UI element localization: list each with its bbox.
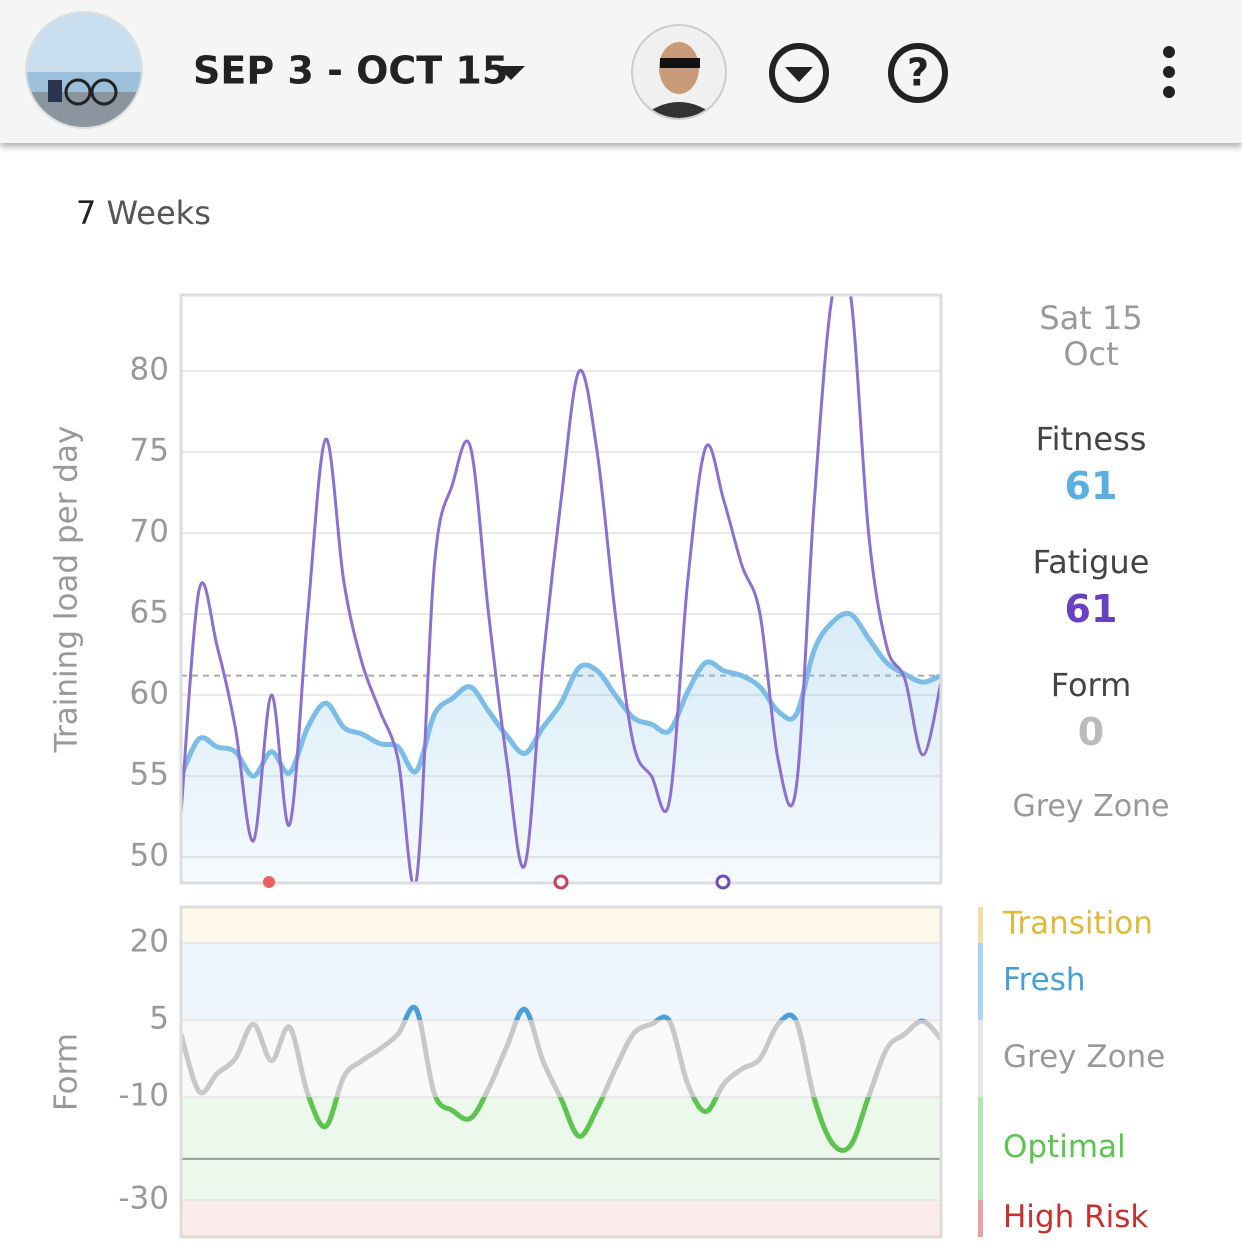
form-zone: Grey Zone (1012, 789, 1170, 824)
y-tick-label: -10 (118, 1078, 169, 1114)
zone-legend: Transition (1002, 905, 1153, 941)
y-tick-label: 80 (130, 352, 169, 388)
zone-legend-bar (978, 1199, 983, 1237)
menu-icon[interactable] (1163, 46, 1175, 98)
zone-band (181, 1097, 941, 1200)
help-icon[interactable]: ? (888, 43, 948, 103)
y-tick-label: 75 (130, 433, 169, 469)
plot (181, 295, 941, 883)
header: SEP 3 - OCT 15 ? (0, 0, 1242, 143)
header-graphics: SEP 3 - OCT 15 ? (25, 11, 1175, 132)
series-line-zone (181, 1007, 941, 1150)
series-line (181, 295, 941, 883)
zone-band (181, 1199, 941, 1237)
zone-legend: High Risk (1003, 1199, 1148, 1235)
profile-avatar[interactable] (26, 12, 142, 132)
event-marker (263, 876, 275, 888)
weeks-count: 7 (76, 194, 97, 232)
zone-band (181, 907, 941, 943)
weeks-label: Weeks (106, 194, 211, 232)
fitness-label: Fitness (1035, 420, 1147, 458)
series-line (181, 610, 941, 779)
y-tick-label: 50 (130, 838, 169, 874)
area (181, 613, 941, 883)
fitness-value: 61 (1064, 464, 1118, 508)
zone-legend-bar (978, 1020, 983, 1098)
y-tick-label: 5 (149, 1001, 169, 1037)
zone-legend: Fresh (1003, 962, 1086, 998)
svg-text:?: ? (907, 51, 929, 95)
zone-band (181, 1020, 941, 1098)
zone-legend: Optimal (1003, 1129, 1126, 1165)
form-value: 0 (1077, 710, 1105, 754)
y-tick-label: 70 (130, 514, 169, 550)
y-tick-label: 65 (130, 595, 169, 631)
fatigue-label: Fatigue (1032, 543, 1150, 581)
plot (181, 1004, 941, 1153)
y-tick-label: 20 (130, 923, 169, 959)
series-line-zone (306, 1097, 872, 1153)
filter-icon[interactable] (769, 43, 829, 103)
zone-legend-bar (978, 907, 983, 943)
plot-frame (179, 293, 943, 885)
plot-frame (179, 905, 943, 1239)
form-label: Form (1050, 666, 1132, 704)
series-line-zone (181, 1007, 941, 1150)
side-date: Sat 15 Oct (1039, 299, 1143, 373)
event-marker (715, 874, 731, 890)
series-line-zone (402, 1004, 927, 1021)
dropdown-caret[interactable] (497, 66, 525, 80)
y-tick-label: -30 (118, 1180, 169, 1216)
series-line (181, 1005, 941, 1152)
y-axis-label: Form (49, 1033, 85, 1111)
event-marker (553, 874, 569, 890)
y-axis-label: Training load per day (49, 426, 85, 754)
y-tick-label: 55 (130, 757, 169, 793)
zone-legend: Grey Zone (1003, 1039, 1165, 1075)
series-line-zone (181, 1020, 941, 1098)
weeks: 7 Weeks (76, 194, 211, 232)
zone-legend-bar (978, 942, 983, 1021)
athlete-avatar[interactable] (633, 26, 725, 118)
fatigue-value: 61 (1064, 587, 1118, 631)
y-tick-label: 60 (130, 676, 169, 712)
zone-band (181, 942, 941, 1021)
zone-legend-bar (978, 1097, 983, 1200)
date-range[interactable]: SEP 3 - OCT 15 (193, 49, 508, 93)
